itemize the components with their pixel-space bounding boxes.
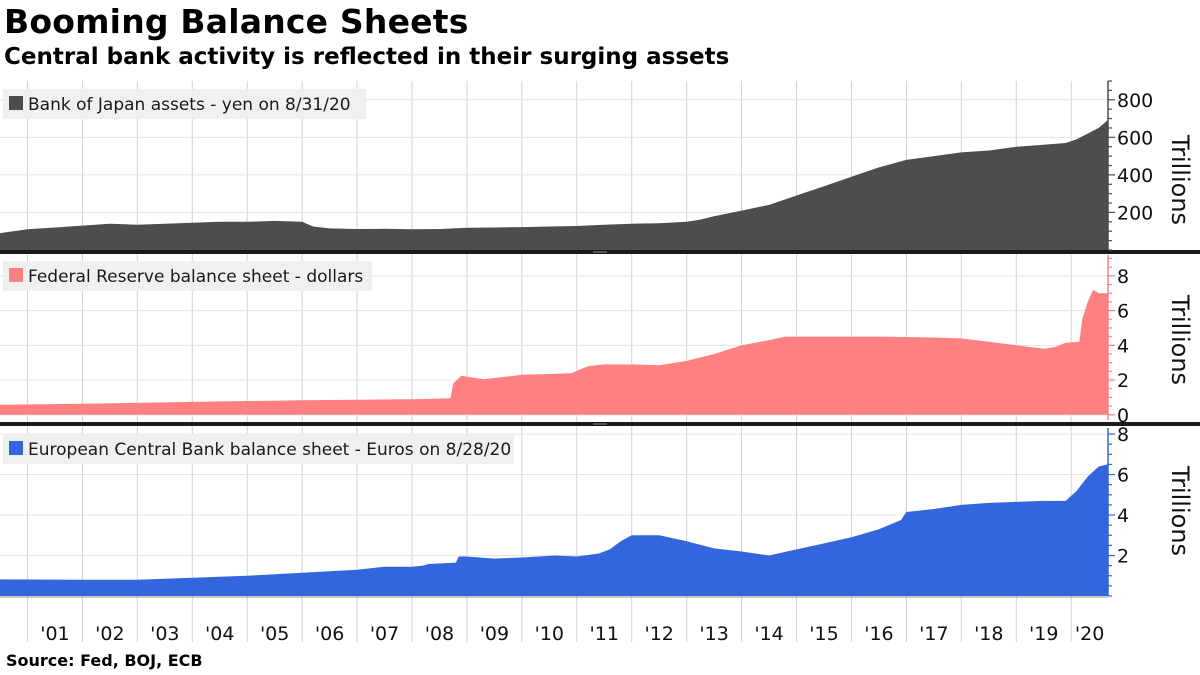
series-area-0	[0, 120, 1108, 251]
y-tick-label: 800	[1117, 90, 1153, 112]
legend-box-ecb	[3, 434, 514, 464]
legend-label-boj: Bank of Japan assets - yen on 8/31/20	[28, 95, 351, 115]
x-tick-label: '19	[1029, 623, 1058, 645]
x-tick-label: '04	[205, 623, 234, 645]
y-tick-label: 600	[1117, 127, 1153, 149]
y-tick-label: 8	[1117, 424, 1129, 446]
legend-swatch-fed	[9, 268, 23, 282]
y-tick-label: 400	[1117, 165, 1153, 187]
x-tick-label: '07	[370, 623, 399, 645]
x-tick-label: '12	[644, 623, 673, 645]
x-tick-label: '13	[699, 623, 728, 645]
x-tick-label: '03	[150, 623, 179, 645]
chart-title: Booming Balance Sheets	[4, 2, 469, 41]
legend-box-fed	[3, 261, 372, 291]
x-tick-label: '10	[535, 623, 564, 645]
y-tick-label: 4	[1117, 505, 1129, 527]
y-tick-label: 2	[1117, 370, 1129, 392]
y-tick-label: 4	[1117, 335, 1129, 357]
legend-box-boj	[3, 89, 366, 119]
x-tick-label: '18	[974, 623, 1003, 645]
source-note: Source: Fed, BOJ, ECB	[6, 651, 203, 670]
y-tick-label: 2	[1117, 546, 1129, 568]
x-tick-label: '14	[754, 623, 783, 645]
x-tick-label: '01	[40, 623, 69, 645]
y-tick-label: 200	[1117, 202, 1153, 224]
legend-label-ecb: European Central Bank balance sheet - Eu…	[28, 440, 511, 460]
x-tick-label: '08	[425, 623, 454, 645]
x-tick-labels: '01 '02 '03 '04 '05 '06 '07 '08 '09 '10 '11 '12 '13 '…	[40, 623, 1104, 645]
legend-swatch-boj	[9, 96, 23, 110]
x-tick-label: '20	[1075, 623, 1104, 645]
y-tick-label: 8	[1117, 266, 1129, 288]
y-unit-label-boj: Trillions	[1166, 134, 1194, 225]
x-tick-label: '02	[95, 623, 124, 645]
series-area-2	[0, 464, 1108, 596]
x-tick-label: '15	[809, 623, 838, 645]
y-tick-labels: 200 400 600 800 0 2 4 6 8 2 4 6 8	[1117, 90, 1153, 568]
chart-subtitle: Central bank activity is reflected in th…	[4, 44, 730, 70]
x-tick-label: '09	[480, 623, 509, 645]
y-tick-label: 0	[1117, 405, 1129, 427]
x-tick-label: '06	[315, 623, 344, 645]
y-tick-label: 6	[1117, 301, 1129, 323]
y-unit-label-ecb: Trillions	[1166, 465, 1194, 556]
series-area-1	[0, 289, 1108, 415]
x-tick-label: '17	[919, 623, 948, 645]
axes	[0, 80, 1115, 598]
x-tick-label: '05	[260, 623, 289, 645]
series-areas	[0, 120, 1108, 596]
y-unit-label-fed: Trillions	[1166, 294, 1194, 385]
legend-swatch-ecb	[9, 441, 23, 455]
legend-label-fed: Federal Reserve balance sheet - dollars	[28, 267, 363, 287]
x-tick-label: '16	[864, 623, 893, 645]
x-tick-label: '11	[590, 623, 619, 645]
y-tick-label: 6	[1117, 465, 1129, 487]
panel-dividers	[0, 250, 1200, 426]
